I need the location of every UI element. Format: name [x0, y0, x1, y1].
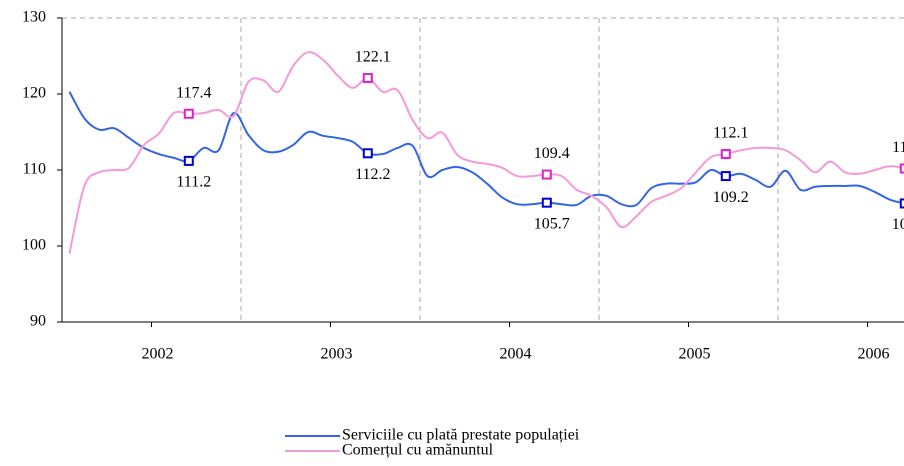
y-tick-label: 110: [23, 161, 46, 178]
point-marker: [720, 149, 731, 160]
y-tick-label: 120: [22, 85, 46, 102]
x-tick-label: 2003: [321, 346, 353, 363]
point-marker: [362, 73, 373, 84]
x-tick-label: 2006: [858, 346, 890, 363]
data-label: 122.1: [355, 49, 391, 66]
x-tick-label: 2005: [679, 346, 711, 363]
data-label: 117.4: [176, 84, 211, 101]
data-label: 111.2: [176, 174, 211, 191]
legend-label: Serviciile cu plată prestate populației: [342, 427, 580, 444]
point-marker: [362, 148, 373, 159]
data-label: 109.4: [534, 145, 570, 162]
y-tick-label: 100: [22, 237, 46, 254]
point-marker: [720, 171, 731, 182]
point-marker: [183, 108, 194, 119]
series-line: [68, 51, 904, 254]
point-marker: [541, 197, 552, 208]
data-label: 112.2: [355, 166, 390, 183]
y-tick-label: 90: [30, 313, 46, 330]
point-marker: [183, 155, 194, 166]
legend-label: Comerțul cu amănuntul: [342, 442, 494, 459]
plot-area: [68, 51, 904, 254]
point-marker: [541, 169, 552, 180]
data-label: 105.6: [892, 216, 904, 233]
data-label: 110.2: [892, 139, 904, 156]
x-tick-label: 2004: [500, 346, 532, 363]
data-label: 112.1: [713, 125, 748, 142]
data-label: 109.2: [713, 189, 749, 206]
x-tick-label: 2002: [142, 346, 174, 363]
point-marker: [899, 198, 904, 209]
data-label: 105.7: [534, 215, 570, 232]
series-line: [68, 91, 904, 208]
y-tick-label: 130: [22, 9, 46, 26]
point-marker: [899, 163, 904, 174]
